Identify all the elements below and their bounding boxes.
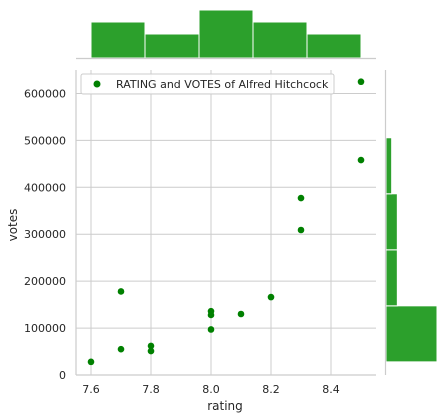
y-tick-label: 100000 xyxy=(24,322,66,335)
legend-marker xyxy=(93,80,101,88)
marginal-x-bar xyxy=(90,21,146,59)
main-grid xyxy=(76,70,376,376)
scatter-point xyxy=(237,310,245,318)
marginal-y-histogram xyxy=(384,70,438,375)
y-tick-label: 600000 xyxy=(24,87,66,100)
x-tick-label: 8.2 xyxy=(262,383,280,396)
scatter-point xyxy=(297,194,305,202)
y-tick-label: 200000 xyxy=(24,275,66,288)
main-spines xyxy=(75,70,376,376)
x-tick-label: 7.6 xyxy=(82,383,100,396)
scatter-point xyxy=(87,358,95,366)
y-tick-label: 500000 xyxy=(24,134,66,147)
scatter-point xyxy=(147,347,155,355)
marginal-x-bar xyxy=(306,33,362,59)
y-axis-title: votes xyxy=(6,209,20,242)
y-tick-labels: 0 100000 200000 300000 400000 500000 600000 xyxy=(24,87,66,382)
scatter-points xyxy=(87,78,365,366)
marginal-y-bar xyxy=(385,137,393,195)
scatter-point xyxy=(357,156,365,164)
y-tick-label: 300000 xyxy=(24,228,66,241)
marginal-y-bar xyxy=(385,193,398,251)
legend-box xyxy=(80,73,335,95)
scatter-point xyxy=(207,326,215,333)
y-tick-label: 400000 xyxy=(24,181,66,194)
marginal-x-bar xyxy=(198,9,254,59)
x-axis-title: rating xyxy=(207,399,243,413)
marginal-x-bar xyxy=(252,21,308,59)
scatter-point xyxy=(147,342,155,350)
marginal-x-bar xyxy=(144,33,200,59)
legend-label: RATING and VOTES of Alfred Hitchcock xyxy=(116,78,329,91)
scatter-point xyxy=(117,345,125,353)
scatter-point xyxy=(297,226,305,234)
scatter-point xyxy=(267,293,275,301)
y-tick-label: 0 xyxy=(59,369,66,382)
x-tick-label: 7.8 xyxy=(142,383,160,396)
scatter-point xyxy=(207,307,215,315)
scatter-point xyxy=(357,78,365,86)
marginal-y-bar xyxy=(385,305,438,363)
x-tick-labels: 7.6 7.8 8.0 8.2 8.4 xyxy=(82,383,340,396)
scatter-point xyxy=(117,288,125,295)
x-tick-label: 8.4 xyxy=(322,383,340,396)
marginal-y-bar xyxy=(385,249,398,307)
marginal-x-histogram xyxy=(76,9,376,60)
x-tick-label: 8.0 xyxy=(202,383,220,396)
legend: RATING and VOTES of Alfred Hitchcock xyxy=(80,73,335,95)
